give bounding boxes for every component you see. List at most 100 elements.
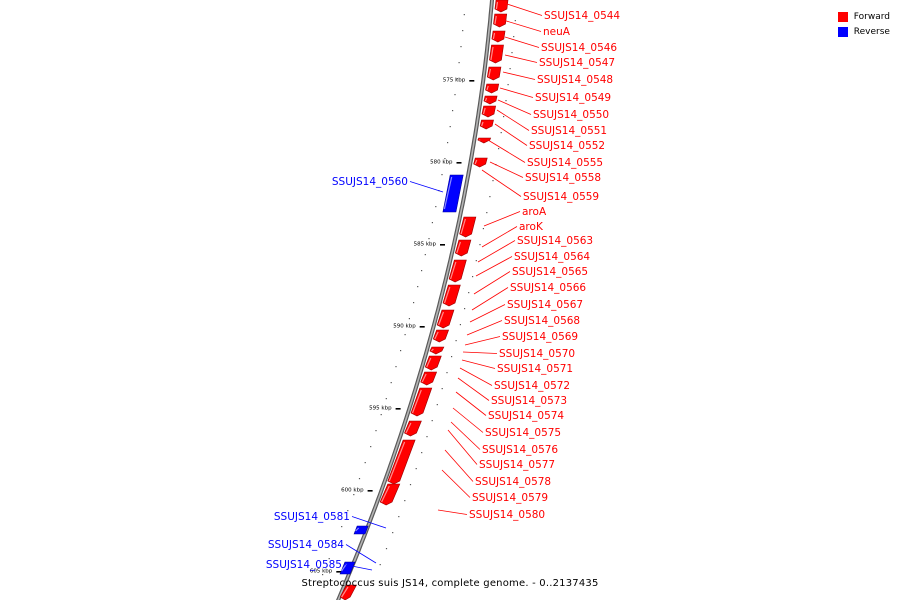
forward-gene-block[interactable] <box>493 13 508 28</box>
minor-dot <box>486 212 488 214</box>
leader-line <box>461 359 496 369</box>
minor-dot <box>408 318 410 320</box>
gene-label-neua[interactable]: neuA <box>543 26 571 38</box>
leader-line <box>504 54 538 63</box>
gene-label-ssujs14_0572[interactable]: SSUJS14_0572 <box>494 380 570 392</box>
leader-line <box>477 240 516 263</box>
gene-label-aroa[interactable]: aroA <box>522 206 547 218</box>
minor-dot <box>404 500 406 502</box>
forward-gene-block[interactable] <box>339 584 357 600</box>
gene-label-ssujs14_0573[interactable]: SSUJS14_0573 <box>491 395 567 407</box>
gene-label-ssujs14_0564[interactable]: SSUJS14_0564 <box>514 251 590 263</box>
forward-gene-block[interactable] <box>477 137 492 144</box>
gene-label-ssujs14_0567[interactable]: SSUJS14_0567 <box>507 299 583 311</box>
reverse-gene-block-highlight <box>443 176 453 210</box>
forward-gene-block-highlight <box>474 159 478 165</box>
minor-dot <box>400 350 402 352</box>
forward-gene-block-highlight <box>488 68 492 78</box>
leader-line <box>502 71 536 80</box>
minor-dot <box>475 260 477 262</box>
gene-label-ssujs14_0576[interactable]: SSUJS14_0576 <box>482 444 558 456</box>
leader-line <box>487 139 526 163</box>
gene-label-ssujs14_0552[interactable]: SSUJS14_0552 <box>529 140 605 152</box>
leader-line <box>409 181 444 193</box>
minor-dot <box>455 340 457 342</box>
minor-dot <box>479 244 481 246</box>
forward-gene-block[interactable] <box>491 30 506 43</box>
forward-gene-block[interactable] <box>410 387 433 417</box>
gene-label-ssujs14_0575[interactable]: SSUJS14_0575 <box>485 427 561 439</box>
reverse-gene-block[interactable] <box>353 525 369 535</box>
gene-label-ssujs14_0548[interactable]: SSUJS14_0548 <box>537 74 613 86</box>
minor-dot <box>505 100 507 102</box>
forward-gene-block[interactable] <box>442 284 461 307</box>
forward-gene-block[interactable] <box>379 483 401 506</box>
forward-gene-block[interactable] <box>459 216 477 238</box>
gene-label-ssujs14_0570[interactable]: SSUJS14_0570 <box>499 348 575 360</box>
minor-dot <box>458 62 460 64</box>
gene-label-ssujs14_0544[interactable]: SSUJS14_0544 <box>544 10 620 22</box>
forward-gene-block[interactable] <box>436 309 455 329</box>
minor-dot <box>328 558 330 560</box>
gene-label-ssujs14_0546[interactable]: SSUJS14_0546 <box>541 42 617 54</box>
forward-gene-block-highlight <box>421 373 427 383</box>
gene-label-arok[interactable]: aroK <box>519 221 544 233</box>
minor-dot <box>514 20 516 22</box>
forward-gene-block[interactable] <box>387 439 416 485</box>
forward-gene-block[interactable] <box>448 259 467 283</box>
gene-label-ssujs14_0547[interactable]: SSUJS14_0547 <box>539 57 615 69</box>
minor-dot <box>409 484 412 486</box>
minor-dot <box>446 372 448 374</box>
gene-label-ssujs14_0550[interactable]: SSUJS14_0550 <box>533 109 609 121</box>
gene-label-ssujs14_0563[interactable]: SSUJS14_0563 <box>517 235 593 247</box>
gene-label-ssujs14_0578[interactable]: SSUJS14_0578 <box>475 476 551 488</box>
legend-item-forward[interactable]: Forward <box>837 9 890 24</box>
forward-gene-block[interactable] <box>429 346 445 355</box>
gene-label-ssujs14_0565[interactable]: SSUJS14_0565 <box>512 266 588 278</box>
legend-item-reverse[interactable]: Reverse <box>837 24 890 39</box>
forward-gene-block[interactable] <box>454 239 472 257</box>
leader-line <box>481 226 518 248</box>
minor-dot <box>375 430 377 432</box>
gene-label-ssujs14_0571[interactable]: SSUJS14_0571 <box>497 363 573 375</box>
forward-gene-block-highlight <box>490 46 494 61</box>
forward-gene-block-highlight <box>341 586 349 598</box>
gene-label-ssujs14_0560[interactable]: SSUJS14_0560 <box>332 176 408 188</box>
minor-dot <box>441 174 443 176</box>
gene-label-ssujs14_0579[interactable]: SSUJS14_0579 <box>472 492 548 504</box>
forward-gene-block[interactable] <box>420 371 438 386</box>
gene-label-ssujs14_0585[interactable]: SSUJS14_0585 <box>266 559 342 571</box>
gene-label-ssujs14_0580[interactable]: SSUJS14_0580 <box>469 509 545 521</box>
gene-label-ssujs14_0574[interactable]: SSUJS14_0574 <box>488 410 564 422</box>
forward-gene-block[interactable] <box>483 95 498 105</box>
leader-line <box>496 109 530 131</box>
forward-gene-block[interactable] <box>424 355 442 371</box>
gene-label-ssujs14_0581[interactable]: SSUJS14_0581 <box>274 511 350 523</box>
label-leader-lines <box>343 3 543 571</box>
forward-gene-block[interactable] <box>494 0 509 13</box>
minor-dot <box>370 446 372 448</box>
gene-label-ssujs14_0558[interactable]: SSUJS14_0558 <box>525 172 601 184</box>
minor-dot <box>358 478 361 480</box>
leader-line <box>450 421 481 450</box>
minor-dot <box>373 580 375 582</box>
gene-label-ssujs14_0569[interactable]: SSUJS14_0569 <box>502 331 578 343</box>
gene-label-ssujs14_0577[interactable]: SSUJS14_0577 <box>479 459 555 471</box>
gene-label-ssujs14_0568[interactable]: SSUJS14_0568 <box>504 315 580 327</box>
gene-label-ssujs14_0549[interactable]: SSUJS14_0549 <box>535 92 611 104</box>
gene-label-ssujs14_0555[interactable]: SSUJS14_0555 <box>527 157 603 169</box>
minor-dot <box>341 526 343 528</box>
leader-line <box>457 377 490 401</box>
reverse-gene-block[interactable] <box>442 174 464 213</box>
gene-label-ssujs14_0584[interactable]: SSUJS14_0584 <box>268 539 344 551</box>
gene-label-ssujs14_0566[interactable]: SSUJS14_0566 <box>510 282 586 294</box>
forward-gene-block-highlight <box>434 331 439 340</box>
forward-gene-block[interactable] <box>485 83 500 94</box>
reverse-gene-block[interactable] <box>339 561 356 575</box>
forward-gene-block[interactable] <box>404 420 422 437</box>
gene-label-ssujs14_0551[interactable]: SSUJS14_0551 <box>531 125 607 137</box>
minor-dot <box>489 196 491 198</box>
minor-dot <box>492 180 494 182</box>
gene-label-ssujs14_0559[interactable]: SSUJS14_0559 <box>523 191 599 203</box>
